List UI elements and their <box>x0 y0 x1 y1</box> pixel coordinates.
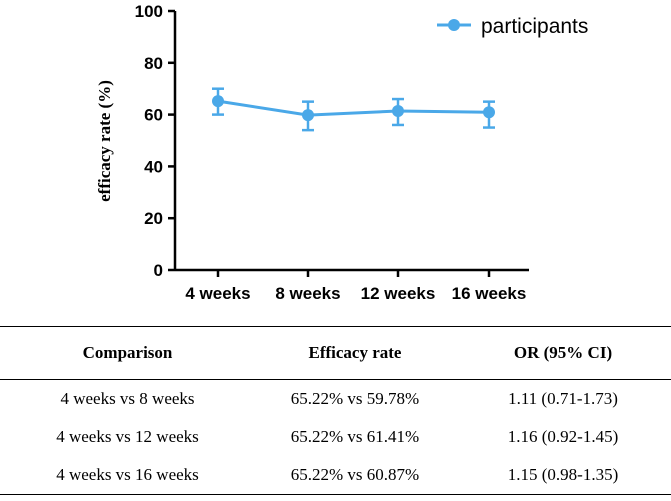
header-comparison: Comparison <box>0 326 255 380</box>
cell-efficacy-rate: 65.22% vs 60.87% <box>255 456 455 495</box>
comparison-table: Comparison Efficacy rate OR (95% CI) 4 w… <box>0 326 671 495</box>
data-point <box>392 104 404 117</box>
cell-or-ci: 1.15 (0.98-1.35) <box>455 456 671 495</box>
legend-label: participants <box>481 15 588 38</box>
data-point <box>212 95 224 108</box>
cell-or-ci: 1.11 (0.71-1.73) <box>508 389 618 408</box>
cell-comparison: 4 weeks vs 16 weeks <box>0 456 255 495</box>
y-tick-label: 20 <box>144 209 163 228</box>
y-tick-label: 100 <box>135 2 163 21</box>
table-row: 4 weeks vs 12 weeks 65.22% vs 61.41% 1.1… <box>0 418 671 456</box>
series-line <box>217 99 490 117</box>
data-point <box>302 109 314 122</box>
cell-comparison: 4 weeks vs 8 weeks <box>60 389 195 408</box>
header-efficacy-rate: Efficacy rate <box>255 326 455 380</box>
y-tick-label: 60 <box>144 106 163 125</box>
cell-or-ci: 1.16 (0.92-1.45) <box>507 427 619 446</box>
x-tick-label: 12 weeks <box>361 284 436 303</box>
legend-marker <box>448 19 460 31</box>
cell-comparison: 4 weeks vs 12 weeks <box>56 427 199 446</box>
y-tick-label: 0 <box>154 261 163 280</box>
efficacy-line-chart: efficacy rate (%) 0 20 40 60 80 100 4 weeks 8 w… <box>95 2 588 303</box>
y-tick-label: 80 <box>144 54 163 73</box>
table-row: 4 weeks vs 8 weeks 65.22% vs 59.78% 1.11… <box>0 380 671 419</box>
x-tick-label: 4 weeks <box>185 284 250 303</box>
x-tick-label: 16 weeks <box>452 284 527 303</box>
cell-efficacy-rate: 65.22% vs 61.41% <box>290 427 420 446</box>
cell-efficacy-rate: 65.22% vs 59.78% <box>290 389 420 408</box>
table-row: 4 weeks vs 16 weeks 65.22% vs 60.87% 1.1… <box>0 456 671 495</box>
x-tick-label: 8 weeks <box>275 284 340 303</box>
y-tick-label: 40 <box>144 157 163 176</box>
data-point <box>483 106 495 119</box>
table-header-row: Comparison Efficacy rate OR (95% CI) <box>0 326 671 380</box>
header-or-ci: OR (95% CI) <box>455 326 671 380</box>
y-axis-label: efficacy rate (%) <box>95 80 114 202</box>
